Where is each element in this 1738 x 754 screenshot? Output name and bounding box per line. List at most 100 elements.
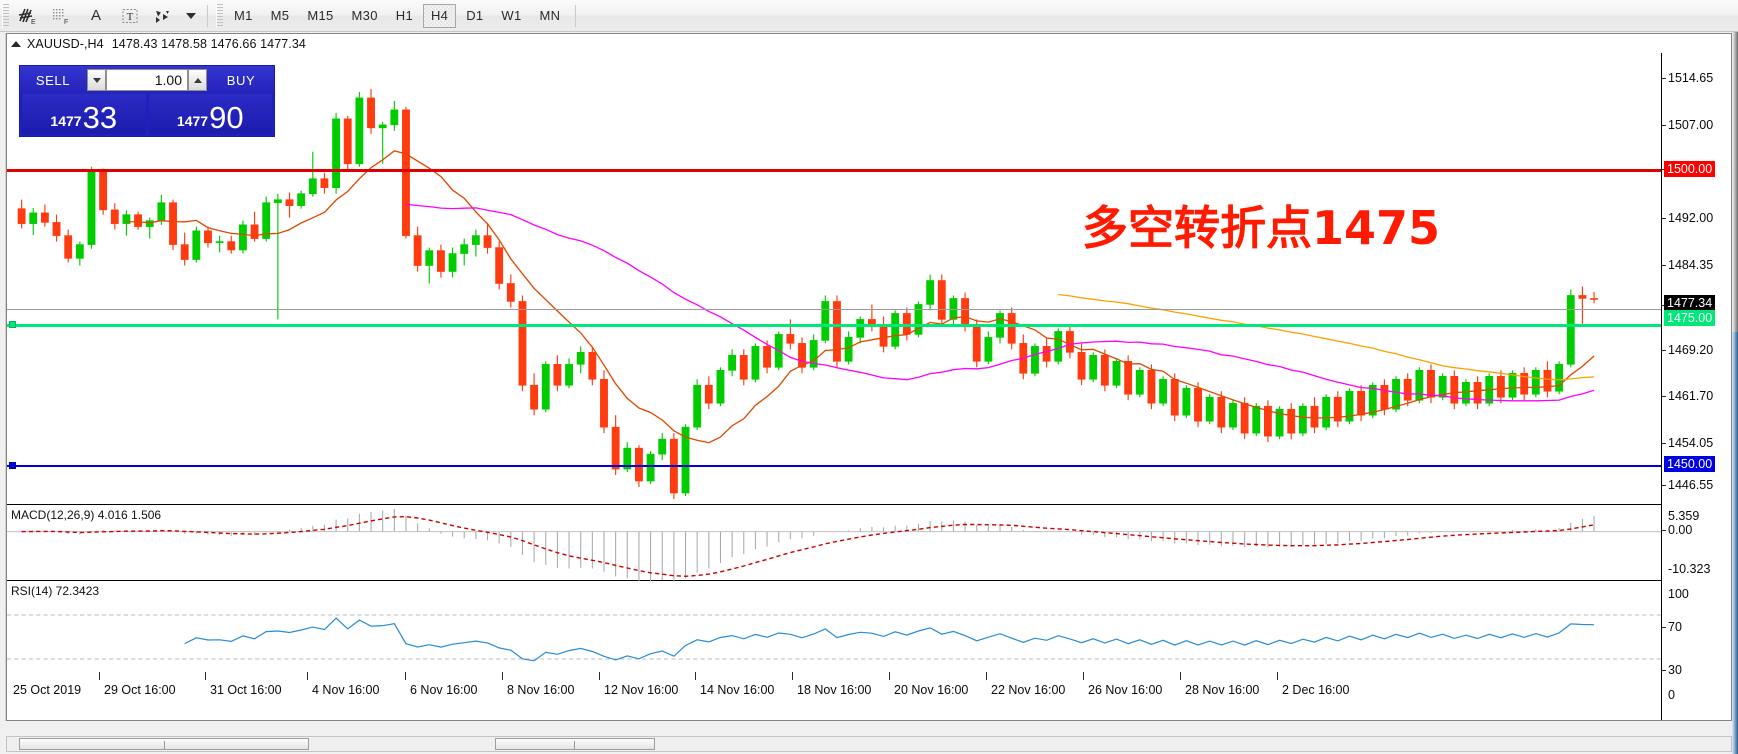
price-tick-1454: 1454.05	[1668, 436, 1714, 450]
timeframe-m1[interactable]: M1	[234, 8, 253, 23]
macd-scale-min: -10.323	[1668, 562, 1711, 576]
symbol-name: XAUUSD-,H4	[27, 36, 104, 51]
symbol-header: XAUUSD-,H4 1478.43 1478.58 1476.66 1477.…	[7, 34, 1731, 53]
level-line-1500[interactable]	[7, 169, 1661, 172]
time-label-2: 31 Oct 16:00	[210, 683, 282, 697]
price-tag-1450: 1450.00	[1664, 456, 1716, 472]
toolbar-divider	[207, 4, 208, 27]
timeframe-h1[interactable]: H1	[395, 8, 413, 23]
level-line-1477[interactable]	[7, 309, 1661, 310]
time-label-8: 18 Nov 16:00	[797, 683, 872, 697]
time-label-7: 14 Nov 16:00	[700, 683, 775, 697]
chevron-down-icon[interactable]	[184, 3, 198, 29]
rsi-chart	[7, 614, 1662, 662]
timeframe-m30[interactable]: M30	[351, 8, 378, 23]
scrollbar-thumb-secondary[interactable]	[495, 738, 655, 750]
trade-panel-controls: SELL 1.00 BUY	[20, 66, 274, 94]
rsi-scale-100: 100	[1668, 587, 1689, 601]
rsi-scale-0: 0	[1668, 688, 1675, 702]
rsi-scale-30: 30	[1668, 663, 1682, 677]
scrollbar-thumb[interactable]	[19, 738, 309, 750]
time-label-9: 20 Nov 16:00	[894, 683, 969, 697]
buy-price-pips: 90	[209, 100, 244, 135]
time-label-13: 2 Dec 16:00	[1282, 683, 1350, 697]
time-label-3: 4 Nov 16:00	[312, 683, 380, 697]
macd-label: MACD(12,26,9) 4.016 1.506	[11, 508, 162, 522]
level-anchor-1475[interactable]	[9, 321, 16, 328]
main-toolbar: E F A	[0, 0, 1738, 32]
price-scale[interactable]: 1514.65 1507.00 1500.00 1492.00 1484.35 …	[1661, 53, 1731, 720]
buy-price-display[interactable]: 1477 90	[148, 94, 272, 135]
plot-area: 1514.65 1507.00 1500.00 1492.00 1484.35 …	[7, 53, 1731, 720]
timeframe-d1[interactable]: D1	[466, 8, 484, 23]
ohlc-values: 1478.43 1478.58 1476.66 1477.34	[111, 36, 306, 51]
macd-scale-zero: 0.00	[1668, 523, 1693, 537]
level-line-1475[interactable]	[7, 324, 1661, 327]
rsi-scale-70: 70	[1668, 620, 1682, 634]
timeframe-m5[interactable]: M5	[270, 8, 290, 23]
level-anchor-1450[interactable]	[9, 462, 16, 469]
macd-chart	[7, 508, 1662, 582]
chart-annotation[interactable]: 多空转折点1475	[1082, 201, 1441, 255]
time-label-12: 28 Nov 16:00	[1185, 683, 1260, 697]
trade-panel-prices: 1477 33 1477 90	[20, 94, 274, 136]
buy-button[interactable]: BUY	[226, 72, 256, 88]
time-label-6: 12 Nov 16:00	[604, 683, 679, 697]
sell-price-display[interactable]: 1477 33	[22, 94, 146, 134]
rsi-label: RSI(14) 72.3423	[11, 584, 100, 598]
timeframe-m15[interactable]: M15	[307, 8, 334, 23]
time-label-5: 8 Nov 16:00	[507, 683, 575, 697]
price-tick-1446: 1446.55	[1668, 478, 1714, 492]
timeframe-grip[interactable]	[216, 3, 223, 28]
volume-stepper[interactable]: 1.00	[87, 68, 207, 92]
price-tag-1477: 1477.34	[1664, 295, 1716, 311]
timeframe-h4[interactable]: H4	[422, 3, 457, 28]
collapse-triangle-icon[interactable]	[11, 40, 21, 47]
time-label-11: 26 Nov 16:00	[1088, 683, 1163, 697]
volume-input[interactable]: 1.00	[106, 69, 188, 91]
price-pane[interactable]: 多空转折点1475 SELL 1.00 BUY 147	[7, 53, 1661, 505]
toolbar-grip[interactable]	[2, 3, 9, 28]
buy-price-prefix: 1477	[176, 113, 209, 129]
macd-pane[interactable]: MACD(12,26,9) 4.016 1.506	[7, 506, 1662, 582]
left-edge-strip	[0, 33, 6, 721]
toolbar-divider-2	[575, 4, 577, 27]
price-tag-1500: 1500.00	[1664, 161, 1716, 177]
text-tool-icon[interactable]: A	[90, 7, 101, 24]
one-click-trading-panel[interactable]: SELL 1.00 BUY 1477 33	[19, 65, 275, 137]
time-axis: 25 Oct 2019 29 Oct 16:00 31 Oct 16:00 4 …	[7, 672, 1661, 720]
candlestick-chart	[17, 88, 1598, 500]
timeframe-w1[interactable]: W1	[501, 8, 522, 23]
text-label-icon[interactable]: T	[116, 3, 144, 29]
volume-decrease-button[interactable]	[87, 69, 106, 91]
svg-text:E: E	[31, 19, 36, 26]
indicators-icon[interactable]: E	[14, 3, 42, 29]
price-tag-1475: 1475.00	[1664, 310, 1716, 326]
vertical-scrollbar[interactable]	[1732, 32, 1738, 754]
grid-periodicity-icon[interactable]: F	[48, 3, 76, 29]
volume-increase-button[interactable]	[188, 69, 207, 91]
sell-button[interactable]: SELL	[35, 72, 71, 88]
time-label-4: 6 Nov 16:00	[410, 683, 478, 697]
time-label-10: 22 Nov 16:00	[991, 683, 1066, 697]
horizontal-scrollbar[interactable]	[6, 736, 1732, 752]
macd-scale-max: 5.359	[1668, 509, 1700, 523]
level-line-1450[interactable]	[7, 465, 1661, 467]
time-label-1: 29 Oct 16:00	[104, 683, 176, 697]
svg-text:T: T	[127, 11, 134, 23]
price-tick-1492: 1492.00	[1668, 211, 1714, 225]
vertical-scrollbar-upper[interactable]	[1732, 32, 1738, 332]
objects-icon[interactable]	[150, 3, 178, 29]
timeframe-mn[interactable]: MN	[539, 8, 561, 23]
time-label-0: 25 Oct 2019	[13, 683, 82, 697]
price-tick-1484: 1484.35	[1668, 258, 1714, 272]
price-tick-1514: 1514.65	[1668, 71, 1714, 85]
price-tick-1461: 1461.70	[1668, 389, 1714, 403]
price-tick-1507: 1507.00	[1668, 118, 1714, 132]
chart-canvas[interactable]: XAUUSD-,H4 1478.43 1478.58 1476.66 1477.…	[6, 33, 1732, 721]
svg-text:F: F	[64, 19, 68, 26]
sell-price-prefix: 1477	[50, 113, 82, 129]
price-tick-1469: 1469.20	[1668, 343, 1714, 357]
sell-price-pips: 33	[82, 100, 118, 135]
